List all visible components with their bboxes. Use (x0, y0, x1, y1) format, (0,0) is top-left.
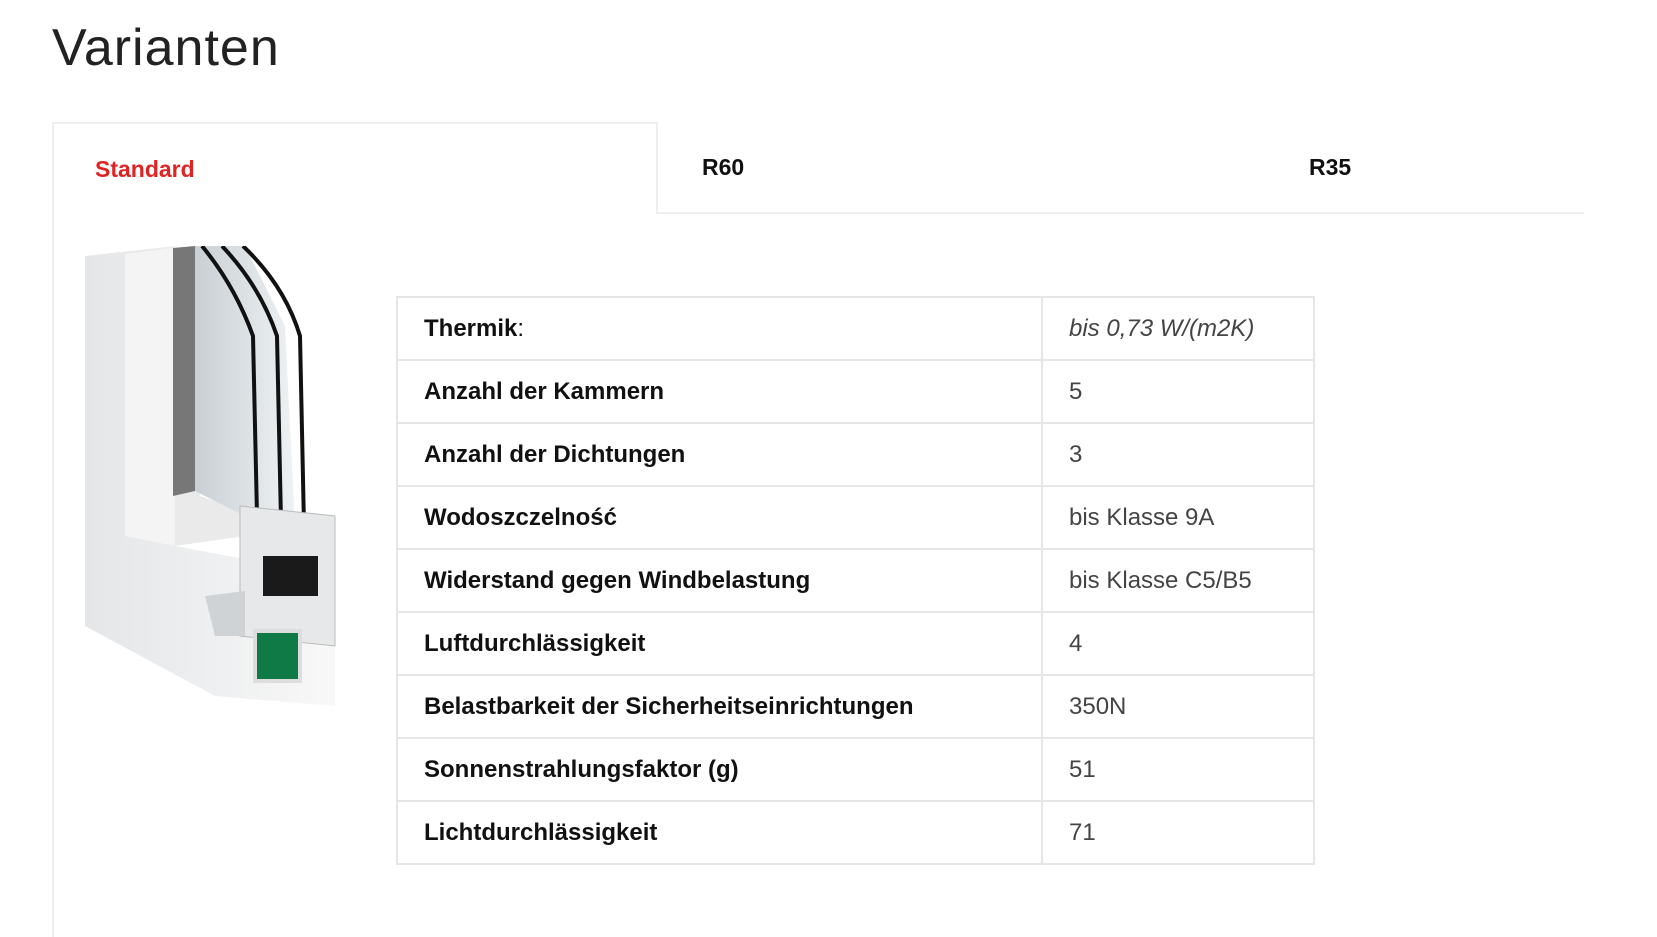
spec-row: Belastbarkeit der Sicherheitseinrichtung… (396, 674, 1315, 739)
specs-table: Thermik: bis 0,73 W/(m2K) Anzahl der Kamme… (396, 296, 1315, 865)
window-profile-image (85, 246, 336, 706)
spec-label: Luftdurchlässigkeit (396, 611, 1043, 676)
spec-row: Luftdurchlässigkeit 4 (396, 611, 1315, 676)
spec-label-text: Anzahl der Dichtungen (424, 440, 686, 468)
spec-label: Belastbarkeit der Sicherheitseinrichtung… (396, 674, 1043, 739)
spec-row: Widerstand gegen Windbelastung bis Klasse… (396, 548, 1315, 613)
tab-r60[interactable]: R60 (702, 154, 745, 180)
spec-value: 4 (1041, 611, 1315, 676)
spec-value: 51 (1041, 737, 1315, 802)
spec-row: Wodoszczelność bis Klasse 9A (396, 485, 1315, 550)
page-title: Varianten (52, 19, 280, 77)
spec-value: bis 0,73 W/(m2K) (1041, 296, 1315, 361)
spec-value: 5 (1041, 359, 1315, 424)
spec-value: 350N (1041, 674, 1315, 739)
spec-row: Anzahl der Dichtungen 3 (396, 422, 1315, 487)
spec-label-text: Luftdurchlässigkeit (424, 629, 646, 657)
tab-standard[interactable]: Standard (52, 122, 658, 214)
spec-label: Anzahl der Dichtungen (396, 422, 1043, 487)
spec-label-text: Lichtdurchlässigkeit (424, 818, 658, 846)
spec-label: Anzahl der Kammern (396, 359, 1043, 424)
spec-value: bis Klasse C5/B5 (1041, 548, 1315, 613)
panel-border (52, 214, 54, 937)
variant-tabs: Standard R60 R35 (52, 122, 1584, 214)
spec-label-text: Sonnenstrahlungsfaktor (g) (424, 755, 739, 783)
spec-label-text: Anzahl der Kammern (424, 377, 665, 405)
spec-label: Sonnenstrahlungsfaktor (g) (396, 737, 1043, 802)
spec-value: bis Klasse 9A (1041, 485, 1315, 550)
spec-value: 71 (1041, 800, 1315, 865)
tab-divider (658, 212, 1584, 214)
spec-label-text: Wodoszczelność (424, 503, 617, 531)
spec-label-suffix: : (517, 314, 525, 342)
spec-label-text: Widerstand gegen Windbelastung (424, 566, 811, 594)
spec-label: Wodoszczelność (396, 485, 1043, 550)
spec-label: Widerstand gegen Windbelastung (396, 548, 1043, 613)
spec-row: Lichtdurchlässigkeit 71 (396, 800, 1315, 865)
spec-row: Anzahl der Kammern 5 (396, 359, 1315, 424)
spec-label: Thermik: (396, 296, 1043, 361)
spec-label-text: Belastbarkeit der Sicherheitseinrichtung… (424, 692, 914, 720)
spec-row: Thermik: bis 0,73 W/(m2K) (396, 296, 1315, 361)
tab-r35[interactable]: R35 (1309, 154, 1352, 180)
spec-value: 3 (1041, 422, 1315, 487)
spec-label: Lichtdurchlässigkeit (396, 800, 1043, 865)
spec-label-text: Thermik (424, 314, 518, 342)
spec-row: Sonnenstrahlungsfaktor (g) 51 (396, 737, 1315, 802)
